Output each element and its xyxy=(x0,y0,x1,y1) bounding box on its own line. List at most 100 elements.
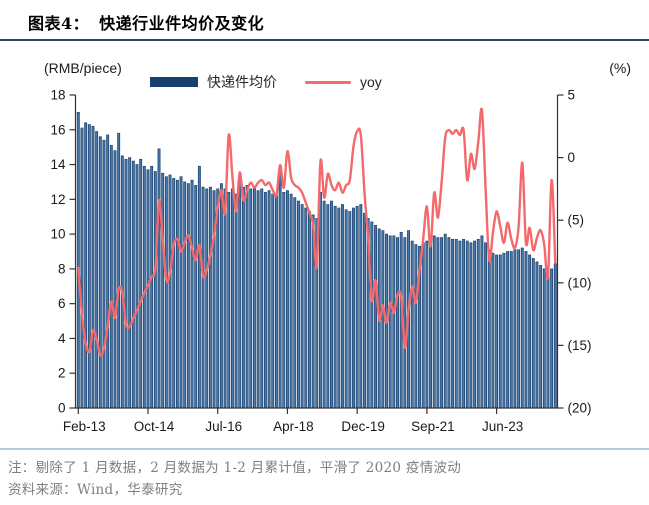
price-bar xyxy=(326,204,330,409)
price-bar xyxy=(135,164,139,409)
price-bar xyxy=(76,112,80,409)
left-tick-label: 18 xyxy=(50,88,65,103)
figure-title-text: 快递行业件均价及变化 xyxy=(99,14,265,33)
left-tick-label: 2 xyxy=(58,366,66,381)
left-tick-label: 14 xyxy=(50,157,66,172)
x-tick-label: Feb-13 xyxy=(63,419,106,434)
price-bar xyxy=(381,230,385,409)
chart-note: 注：剔除了 1 月数据，2 月数据为 1-2 月累计值，平滑了 2020 疫情波… xyxy=(8,460,462,476)
price-bar xyxy=(194,185,198,409)
price-bar xyxy=(322,200,326,409)
price-bar xyxy=(219,183,223,409)
price-bar xyxy=(260,188,264,409)
price-bar xyxy=(227,192,231,409)
price-bar xyxy=(95,131,99,409)
price-bar xyxy=(546,270,550,409)
chart-legend: 快递件均价 yoy xyxy=(150,72,490,92)
price-bar xyxy=(245,185,249,409)
price-bar xyxy=(476,238,480,409)
price-bar xyxy=(440,237,444,409)
price-bar xyxy=(286,190,289,409)
price-bar xyxy=(179,176,183,409)
price-bar xyxy=(168,174,172,409)
footer-divider xyxy=(0,448,649,450)
price-bar xyxy=(517,249,521,409)
price-bar xyxy=(153,171,157,409)
price-bar xyxy=(234,193,238,409)
price-bar xyxy=(80,127,84,409)
right-tick-label: 0 xyxy=(568,150,576,165)
price-bar xyxy=(432,235,436,409)
price-bar xyxy=(139,158,143,409)
price-bar xyxy=(330,200,333,409)
price-bar xyxy=(495,254,499,409)
price-bar xyxy=(469,242,473,409)
price-bar xyxy=(509,251,513,409)
price-bar xyxy=(91,125,95,409)
price-bar xyxy=(348,211,352,409)
price-bar xyxy=(282,192,286,409)
price-bar xyxy=(190,179,194,409)
price-bar xyxy=(150,165,154,409)
price-bar xyxy=(120,155,124,409)
price-bar xyxy=(429,238,433,409)
right-tick-label: (10) xyxy=(568,275,592,290)
left-axis-unit-label: (RMB/piece) xyxy=(44,60,122,76)
price-bar xyxy=(491,252,495,409)
price-bar xyxy=(304,207,308,409)
price-bar xyxy=(319,192,322,409)
price-bar xyxy=(363,212,366,409)
price-bar xyxy=(117,132,121,409)
price-bar xyxy=(271,193,275,409)
right-tick-label: 5 xyxy=(568,88,576,103)
title-divider xyxy=(0,39,649,41)
price-bar xyxy=(183,181,187,409)
price-bar xyxy=(252,186,256,409)
price-bar xyxy=(447,237,451,409)
price-bar xyxy=(293,197,297,409)
price-bar xyxy=(480,235,484,409)
price-bar xyxy=(436,237,440,409)
price-bar xyxy=(341,204,344,409)
page-title: 图表4： 快递行业件均价及变化 xyxy=(28,10,628,34)
left-tick-label: 16 xyxy=(50,122,65,137)
left-tick-label: 10 xyxy=(50,227,65,242)
x-tick-label: Sep-21 xyxy=(411,419,455,434)
price-bar xyxy=(98,136,102,409)
price-bar xyxy=(128,157,132,409)
price-bar xyxy=(241,186,245,409)
price-bar xyxy=(370,221,374,409)
price-bar xyxy=(454,238,458,409)
right-axis-unit-label: (%) xyxy=(609,60,631,76)
price-bar xyxy=(421,242,425,409)
price-bar xyxy=(263,192,267,409)
price-bar xyxy=(102,139,106,409)
price-bar xyxy=(175,179,179,409)
x-tick-label: Apr-18 xyxy=(273,419,314,434)
left-tick-label: 0 xyxy=(58,401,66,416)
price-bar xyxy=(374,225,377,409)
price-bar xyxy=(484,242,488,409)
price-bar xyxy=(289,193,293,409)
price-bar xyxy=(539,265,543,409)
left-tick-label: 8 xyxy=(58,261,66,276)
price-bar xyxy=(131,160,135,409)
price-bar xyxy=(542,268,546,409)
price-bar xyxy=(161,172,165,409)
price-bar xyxy=(124,158,128,409)
left-tick-label: 4 xyxy=(58,331,66,346)
price-bar xyxy=(506,251,510,409)
price-bar xyxy=(274,195,278,409)
price-bar xyxy=(473,240,477,409)
price-bar xyxy=(344,209,348,409)
price-bar xyxy=(531,258,535,409)
bar-series-swatch xyxy=(150,77,198,87)
price-bar xyxy=(249,188,253,409)
price-bar xyxy=(205,188,209,409)
price-bars xyxy=(76,112,557,409)
price-bar xyxy=(425,240,429,409)
chart-source: 资料来源：Wind，华泰研究 xyxy=(8,482,183,498)
left-tick-label: 6 xyxy=(58,296,66,311)
